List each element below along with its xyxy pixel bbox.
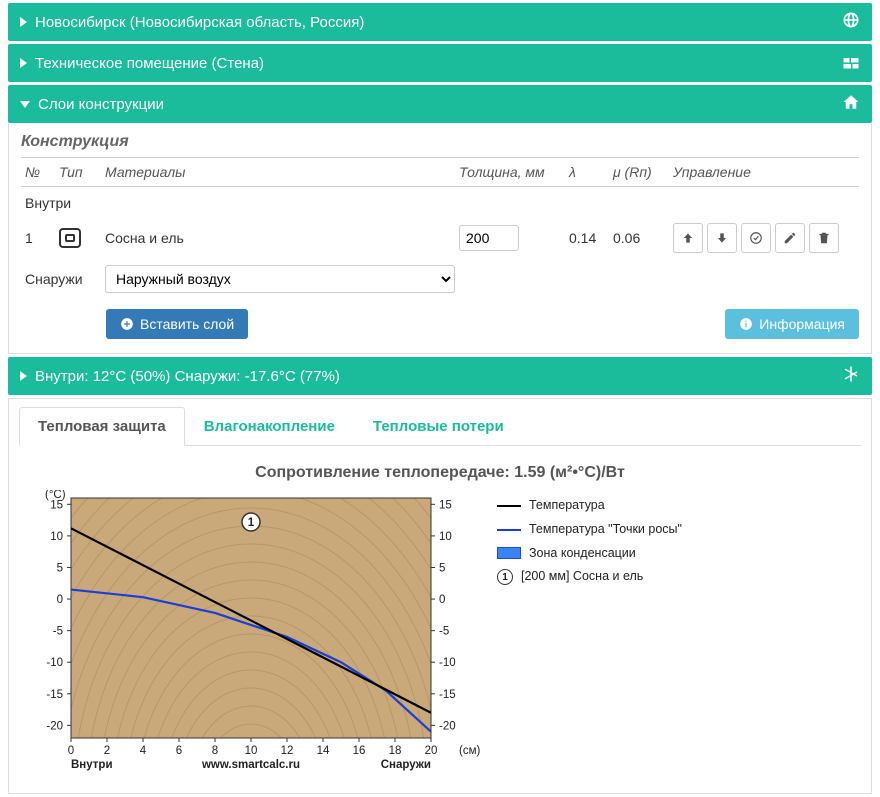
svg-text:10: 10 — [439, 531, 452, 543]
svg-text:14: 14 — [317, 745, 330, 757]
thickness-input[interactable] — [459, 225, 519, 251]
svg-text:10: 10 — [245, 745, 258, 757]
tab-thermal[interactable]: Тепловая защита — [19, 407, 185, 446]
layers-label: Слои конструкции — [38, 96, 164, 113]
svg-text:-20: -20 — [439, 720, 456, 732]
inside-label: Внутри — [21, 187, 859, 218]
svg-text:(см): (см) — [459, 745, 480, 757]
legend-layer1: [200 мм] Сосна и ель — [521, 565, 643, 589]
row-outside: Снаружи Наружный воздух — [21, 259, 859, 299]
row-inside: Внутри — [21, 187, 859, 218]
check-button[interactable] — [741, 223, 771, 253]
legend-dew: Температура "Точки росы" — [529, 518, 682, 542]
svg-text:6: 6 — [176, 745, 182, 757]
caret-icon — [20, 17, 27, 27]
row-mu: 0.06 — [609, 217, 669, 259]
svg-text:-10: -10 — [46, 657, 63, 669]
svg-text:-5: -5 — [439, 626, 449, 638]
location-label: Новосибирск (Новосибирская область, Росс… — [35, 14, 364, 31]
svg-text:0: 0 — [57, 594, 63, 606]
svg-text:15: 15 — [50, 499, 63, 511]
accordion-room[interactable]: Техническое помещение (Стена) — [8, 44, 872, 82]
svg-text:16: 16 — [353, 745, 366, 757]
svg-text:10: 10 — [50, 531, 63, 543]
conditions-label: Внутри: 12°C (50%) Снаружи: -17.6°C (77%… — [35, 368, 340, 385]
material-row: 1 Сосна и ель 0.14 0.06 — [21, 217, 859, 259]
accordion-location[interactable]: Новосибирск (Новосибирская область, Росс… — [8, 3, 872, 41]
move-up-button[interactable] — [673, 223, 703, 253]
col-thickness: Толщина, мм — [455, 158, 565, 187]
row-material: Сосна и ель — [101, 217, 455, 259]
svg-text:0: 0 — [439, 594, 445, 606]
caret-icon — [20, 101, 30, 108]
edit-button[interactable] — [775, 223, 805, 253]
svg-text:8: 8 — [212, 745, 218, 757]
svg-text:4: 4 — [140, 745, 147, 757]
svg-text:2: 2 — [104, 745, 110, 757]
insert-layer-label: Вставить слой — [140, 316, 234, 332]
home-icon — [842, 93, 860, 115]
chart: 15 15 10 10 5 5 0 0 -5 -5 -10 -10 -15 -15 -20 -20 0 2 4 6 8 1… — [23, 490, 483, 783]
svg-text:15: 15 — [439, 499, 452, 511]
chart-title: Сопротивление теплопередаче: 1.59 (м²•°С… — [19, 464, 861, 482]
materials-table: № Тип Материалы Толщина, мм λ μ (Rп) Упр… — [21, 157, 859, 299]
svg-text:Внутри: Внутри — [71, 759, 113, 771]
delete-button[interactable] — [809, 223, 839, 253]
legend: Температура Температура "Точки росы" Зон… — [497, 490, 682, 589]
outside-label: Снаружи — [21, 259, 101, 299]
info-label: Информация — [759, 316, 845, 332]
svg-text:(°C): (°C) — [45, 490, 66, 501]
tab-heatloss[interactable]: Тепловые потери — [354, 407, 523, 446]
svg-text:-10: -10 — [439, 657, 456, 669]
svg-text:www.smartcalc.ru: www.smartcalc.ru — [201, 759, 300, 771]
room-label: Техническое помещение (Стена) — [35, 55, 264, 72]
accordion-layers[interactable]: Слои конструкции — [8, 85, 872, 123]
col-materials: Материалы — [101, 158, 455, 187]
col-num: № — [21, 158, 55, 187]
type-icon — [59, 228, 81, 248]
wall-icon — [842, 52, 860, 74]
svg-text:-15: -15 — [439, 689, 456, 701]
caret-icon — [20, 371, 27, 381]
snowflake-icon — [842, 365, 860, 387]
svg-text:5: 5 — [439, 562, 445, 574]
svg-text:-15: -15 — [46, 689, 63, 701]
svg-text:-5: -5 — [53, 626, 63, 638]
svg-text:1: 1 — [248, 517, 255, 529]
legend-temp: Температура — [529, 494, 605, 518]
svg-text:5: 5 — [57, 562, 63, 574]
tabs: Тепловая защита Влагонакопление Тепловые… — [19, 407, 861, 446]
tab-moisture[interactable]: Влагонакопление — [185, 407, 354, 446]
svg-text:Снаружи: Снаружи — [381, 759, 431, 771]
row-num: 1 — [21, 217, 55, 259]
col-control: Управление — [669, 158, 859, 187]
layers-body: Конструкция № Тип Материалы Толщина, мм … — [8, 123, 872, 354]
legend-cond: Зона конденсации — [529, 542, 636, 566]
info-button[interactable]: Информация — [725, 309, 859, 339]
col-mu: μ (Rп) — [609, 158, 669, 187]
svg-text:-20: -20 — [46, 720, 63, 732]
svg-text:20: 20 — [425, 745, 438, 757]
svg-text:12: 12 — [281, 745, 294, 757]
construction-title: Конструкция — [21, 133, 859, 151]
accordion-conditions[interactable]: Внутри: 12°C (50%) Снаружи: -17.6°C (77%… — [8, 357, 872, 395]
outside-select[interactable]: Наружный воздух — [105, 265, 455, 293]
move-down-button[interactable] — [707, 223, 737, 253]
svg-text:18: 18 — [389, 745, 402, 757]
insert-layer-button[interactable]: Вставить слой — [106, 309, 248, 339]
col-lambda: λ — [565, 158, 609, 187]
col-type: Тип — [55, 158, 101, 187]
svg-text:0: 0 — [68, 745, 74, 757]
caret-icon — [20, 58, 27, 68]
globe-icon — [842, 11, 860, 33]
row-lambda: 0.14 — [565, 217, 609, 259]
